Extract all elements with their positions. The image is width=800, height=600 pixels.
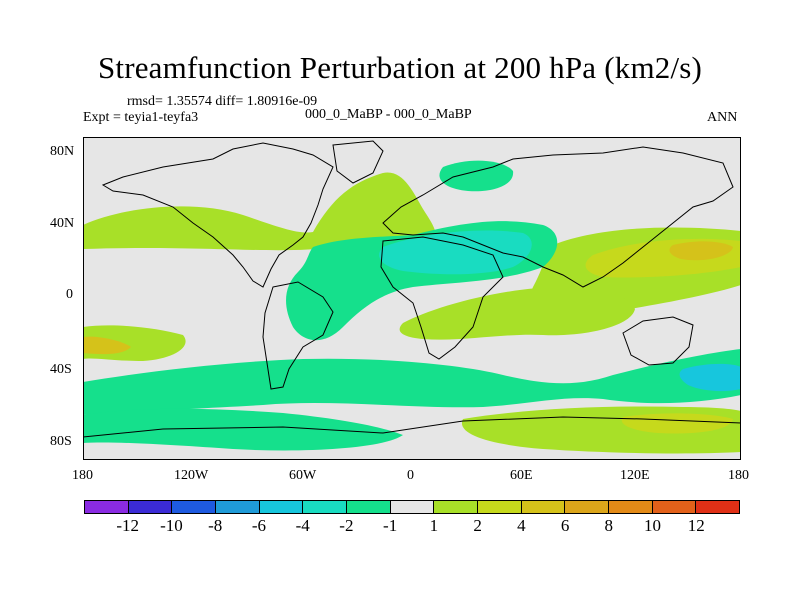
colorbar-box [128, 501, 173, 513]
x-tick-60w: 60W [289, 468, 317, 483]
colorbar-box [85, 501, 129, 513]
x-tick-60e: 60E [510, 468, 533, 483]
coast-north-america [101, 142, 334, 288]
contour-neg-south-band [83, 349, 741, 415]
contour-neg-south-core [679, 363, 741, 392]
colorbar-box [390, 501, 435, 513]
colorbar-label: -10 [160, 516, 183, 535]
contour-pos-south-east-core [621, 413, 733, 434]
coast-africa [380, 236, 504, 360]
colorbar-box [434, 501, 479, 513]
y-tick-40s: 40S [50, 362, 72, 377]
period-label: ANN [707, 110, 738, 125]
colorbar-label: -6 [251, 516, 267, 535]
contour-pos-south-west-peak [83, 336, 131, 355]
colorbar-label: -4 [295, 516, 310, 535]
experiment-label: Expt = teyia1-teyfa3 [83, 110, 199, 125]
y-tick-80s: 80S [50, 434, 72, 449]
colorbar-box [696, 501, 740, 513]
coastlines [83, 140, 741, 438]
colorbar-label: 12 [687, 516, 705, 535]
contour-neg-arctic [439, 160, 514, 192]
map-frame [83, 137, 741, 460]
coast-antarctica [83, 416, 741, 438]
coast-eurasia [382, 146, 734, 288]
y-tick-40n: 40N [50, 216, 75, 231]
colorbar-label: -8 [208, 516, 223, 535]
colorbar-box [609, 501, 653, 513]
colorbar-label: 8 [604, 516, 614, 535]
map-panel [83, 137, 741, 460]
colorbar-box [347, 501, 391, 513]
x-tick-180w: 180 [72, 468, 93, 483]
colorbar-label: 1 [429, 516, 439, 535]
colorbar-box [521, 501, 566, 513]
coast-australia [622, 316, 694, 366]
colorbar [84, 500, 740, 514]
colorbar-label: -2 [339, 516, 354, 535]
colorbar-label: 6 [560, 516, 570, 535]
colorbar-label: 10 [644, 516, 662, 535]
x-tick-120e: 120E [620, 468, 650, 483]
case-label: 000_0_MaBP - 000_0_MaBP [305, 107, 472, 122]
colorbar-box [565, 501, 610, 513]
colorbar-box [652, 501, 697, 513]
colorbar-box [216, 501, 260, 513]
y-tick-80n: 80N [50, 144, 75, 159]
colorbar-label: -12 [116, 516, 140, 535]
colorbar-label: 4 [517, 516, 526, 535]
coast-south-america [262, 281, 334, 390]
colorbar-box [172, 501, 217, 513]
x-tick-180e: 180 [728, 468, 749, 483]
plot-title: Streamfunction Perturbation at 200 hPa (… [97, 50, 703, 85]
colorbar-box [478, 501, 522, 513]
colorbar-box [259, 501, 304, 513]
x-tick-0: 0 [407, 468, 414, 483]
contour-neg-antarctic [83, 408, 403, 451]
contour-pos-east-peak [669, 241, 733, 261]
contour-neg-eurasia-core [379, 230, 532, 275]
colorbar-label: 2 [473, 516, 482, 535]
stats-label: rmsd= 1.35574 diff= 1.80916e-09 [127, 94, 318, 109]
y-tick-equator: 0 [66, 287, 73, 302]
streamfunction-map [83, 137, 741, 460]
coast-greenland [332, 140, 384, 184]
contour-pos-central-band [399, 287, 635, 340]
x-tick-120w: 120W [174, 468, 209, 483]
colorbar-label: -1 [383, 516, 398, 535]
colorbar-box [303, 501, 348, 513]
contour-pos-north-band [83, 172, 436, 251]
